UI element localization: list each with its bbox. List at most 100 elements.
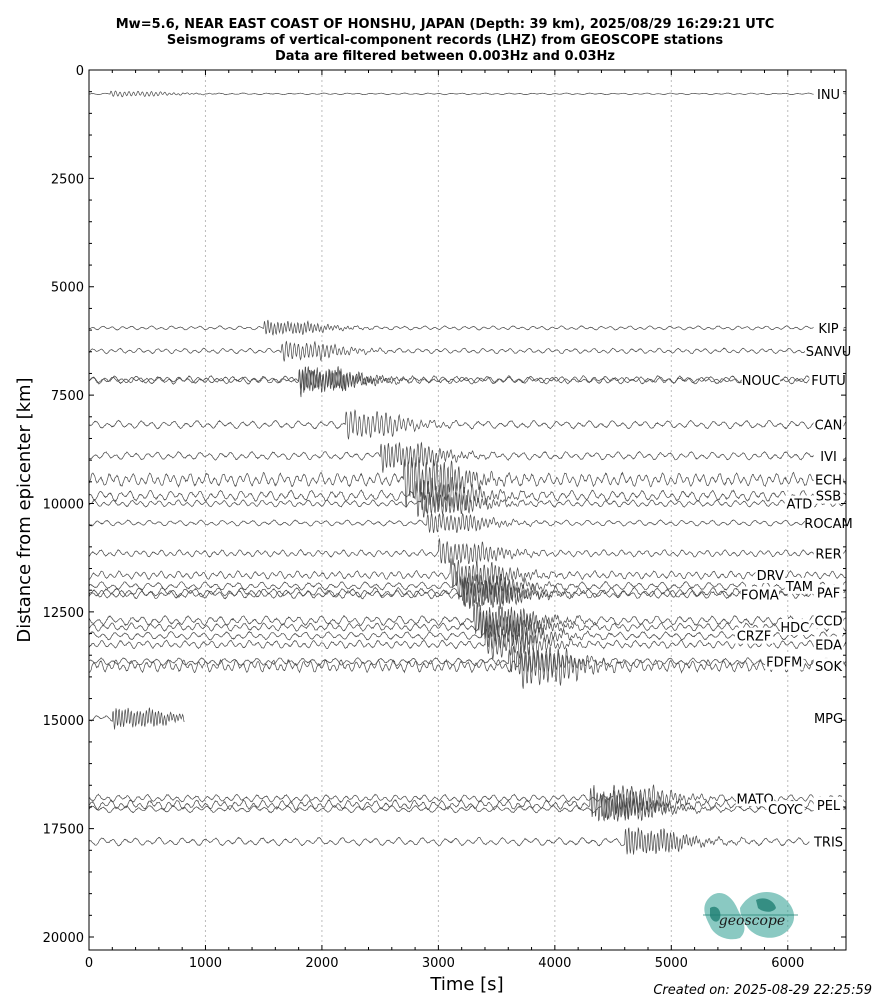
seismogram-hdc (88, 611, 847, 642)
station-label-bg (813, 584, 844, 601)
station-label-rer: RER (815, 547, 841, 562)
seismogram-crzf (88, 617, 847, 651)
station-label-bg (755, 567, 786, 584)
y-tick-label: 20000 (43, 931, 84, 946)
station-label-eda: EDA (815, 638, 842, 653)
seismogram-atd (88, 491, 847, 518)
seismogram-fdfm (88, 646, 847, 675)
seismogram-pel (88, 785, 847, 822)
station-label-crzf: CRZF (737, 630, 772, 645)
station-label-bg (813, 796, 844, 813)
chart-title: Mw=5.6, NEAR EAST COAST OF HONSHU, JAPAN… (0, 17, 890, 65)
y-tick-label: 5000 (51, 281, 84, 296)
station-label-sok: SOK (815, 660, 842, 675)
seismogram-tam (88, 570, 847, 602)
seismogram-inu (88, 90, 847, 98)
seismogram-sok (88, 642, 847, 689)
x-tick-label: 1000 (189, 956, 222, 971)
station-label-bg (741, 371, 781, 388)
y-tick-label: 2500 (51, 172, 84, 187)
station-label-tris: TRIS (813, 836, 843, 851)
station-label-bg (734, 627, 774, 644)
title-line-2: Seismograms of vertical-component record… (166, 33, 724, 48)
seismogram-sanvu (88, 340, 847, 362)
x-tick-label: 6000 (771, 956, 804, 971)
y-tick-label: 0 (76, 64, 84, 79)
created-date: Created on: 2025-08-29 22:25:59 (653, 983, 872, 998)
station-label-inu: INU (817, 88, 840, 103)
y-tick-label: 17500 (43, 823, 84, 838)
seismogram-tris (88, 826, 847, 855)
y-tick-label: 10000 (43, 497, 84, 512)
seismogram-coyc (88, 795, 847, 822)
station-label-coyc: COYC (768, 803, 803, 818)
seismogram-drv (88, 558, 847, 589)
station-label-bg (813, 447, 844, 464)
station-label-bg (813, 487, 844, 504)
station-label-bg (813, 319, 844, 336)
station-label-futu: FUTU (811, 374, 845, 389)
station-label-bg (809, 833, 848, 850)
seismogram-can (88, 408, 846, 440)
station-label-tam: TAM (785, 580, 813, 595)
station-label-bg (813, 545, 844, 562)
seismogram-eda (88, 628, 847, 660)
y-tick-label: 15000 (43, 714, 84, 729)
station-label-mpg: MPG (814, 712, 843, 727)
station-label-drv: DRV (757, 569, 784, 584)
seismogram-mato (88, 784, 846, 814)
station-label-bg (813, 416, 844, 433)
seismogram-foma (88, 577, 847, 609)
station-label-sanvu: SANVU (806, 345, 852, 360)
station-label-ssb: SSB (816, 490, 841, 505)
logo-text: geoscope (719, 913, 785, 929)
globe-icon: geoscope (703, 892, 798, 940)
station-label-bg (779, 619, 810, 636)
geoscope-logo: geoscope (700, 888, 800, 946)
x-tick-label: 0 (85, 956, 93, 971)
axis-ticks: 0 1000 2000 3000 4000 5000 6000 0 2500 5000 7500 10… (43, 64, 846, 971)
station-label-bg (809, 371, 848, 388)
seismogram-ivi (88, 441, 847, 473)
title-line-1: Mw=5.6, NEAR EAST COAST OF HONSHU, JAPAN… (115, 17, 775, 32)
x-tick-label: 4000 (538, 956, 571, 971)
station-label-ccd: CCD (814, 615, 842, 630)
station-label-bg (784, 495, 815, 512)
seismogram-ech (88, 455, 847, 508)
station-label-fdfm: FDFM (766, 656, 802, 671)
station-label-paf: PAF (817, 586, 840, 601)
station-label-bg (765, 653, 804, 670)
station-label-rocam: ROCAM (804, 517, 852, 532)
station-label-bg (805, 515, 853, 532)
seismogram-nouc (88, 366, 847, 398)
seismogram-rocam (88, 512, 847, 534)
station-label-pel: PEL (817, 799, 841, 814)
x-tick-label: 3000 (422, 956, 455, 971)
station-label-foma: FOMA (741, 589, 779, 604)
station-label-bg (813, 612, 844, 629)
station-label-bg (766, 801, 805, 818)
station-label-bg (805, 342, 853, 359)
x-axis-label: Time [s] (429, 974, 503, 995)
x-tick-label: 2000 (305, 956, 338, 971)
y-tick-label: 7500 (51, 389, 84, 404)
station-label-hdc: HDC (780, 621, 809, 636)
station-label-bg (813, 636, 844, 653)
station-label-mato: MATO (737, 792, 774, 807)
station-label-bg (813, 471, 844, 488)
station-label-atd: ATD (786, 497, 812, 512)
seismogram-futu (88, 369, 847, 391)
station-label-bg (735, 790, 775, 807)
station-label-ivi: IVI (820, 450, 837, 465)
seismogram-kip (88, 319, 847, 336)
station-label-ech: ECH (815, 474, 842, 489)
y-axis-label: Distance from epicenter [km] (14, 377, 35, 642)
station-label-kip: KIP (818, 322, 838, 337)
station-label-bg (784, 577, 815, 594)
seismogram-paf (89, 574, 847, 609)
station-label-bg (813, 658, 844, 675)
seismogram-ccd (88, 602, 847, 637)
seismogram-ssb (88, 476, 847, 517)
